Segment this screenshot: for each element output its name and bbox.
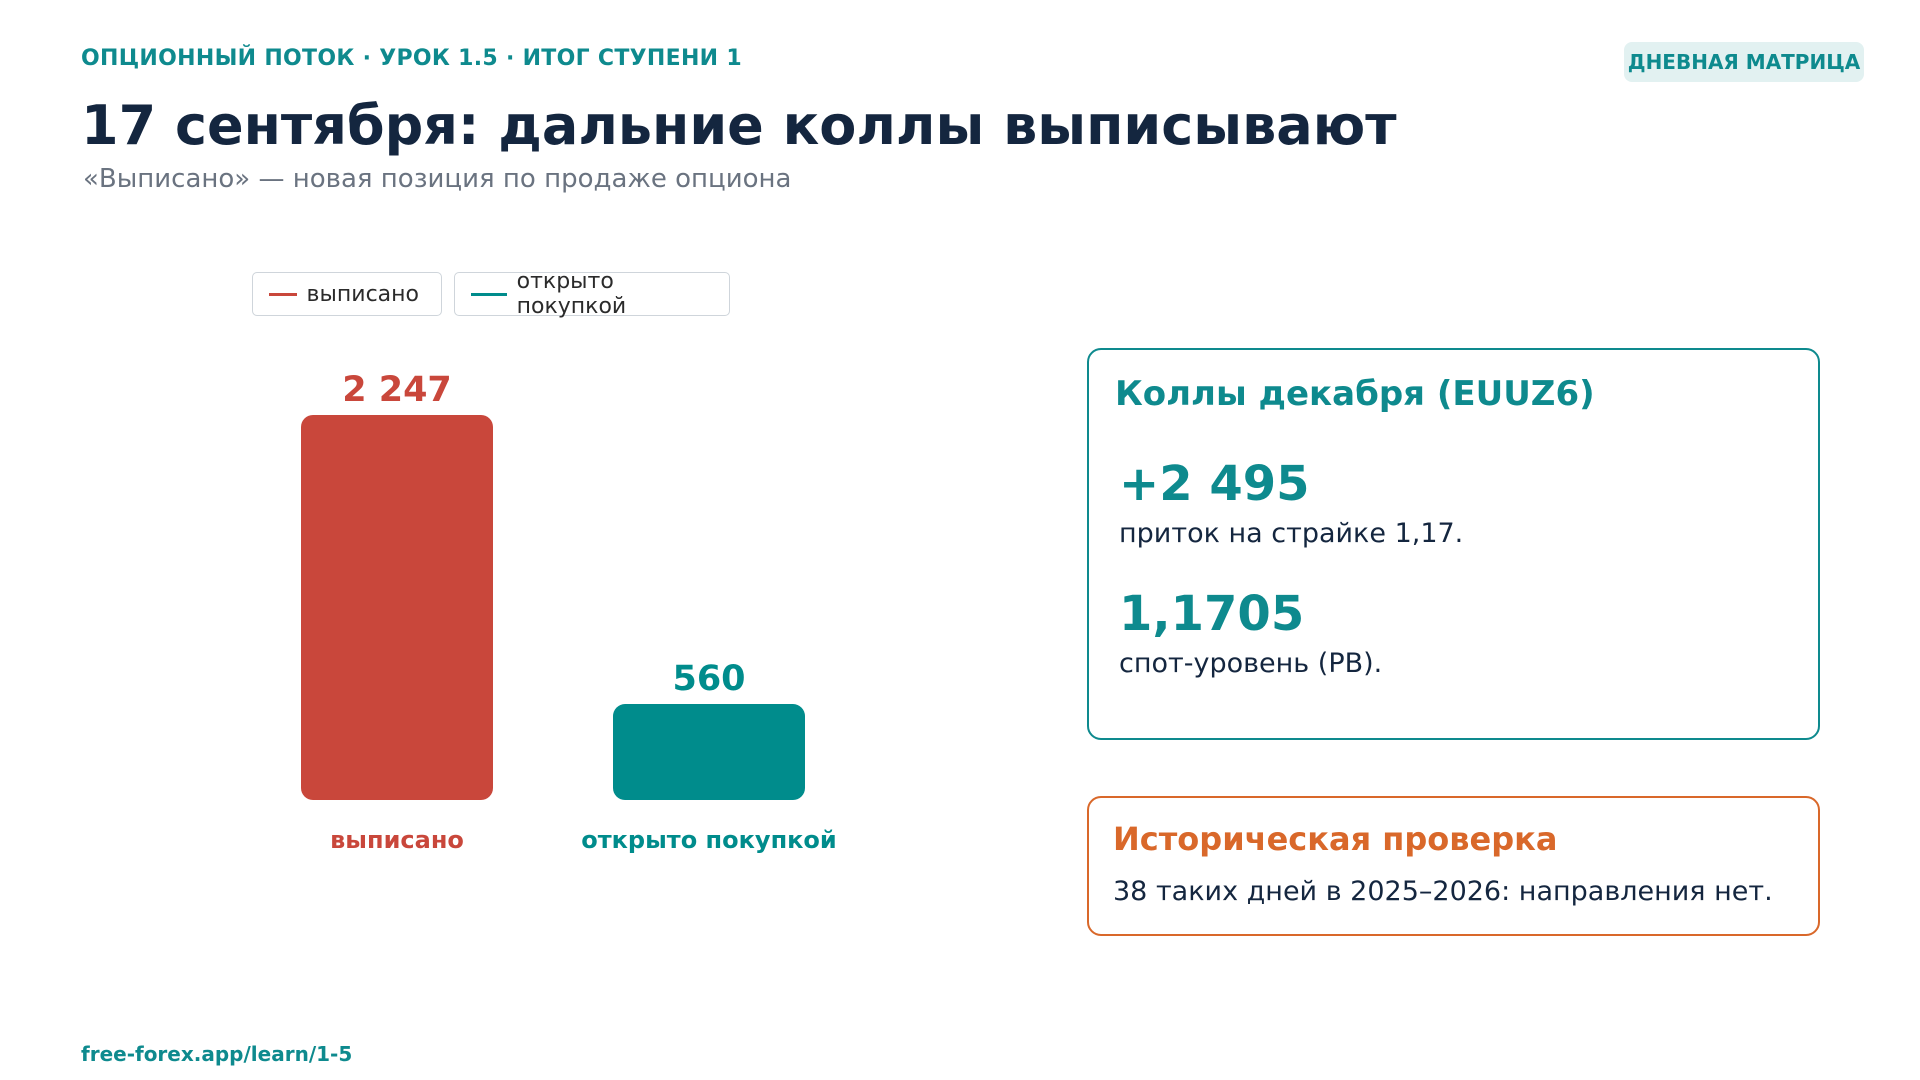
legend-item-bought: открыто покупкой <box>454 269 730 319</box>
lesson-eyebrow: ОПЦИОННЫЙ ПОТОК · УРОК 1.5 · ИТОГ СТУПЕН… <box>81 46 742 71</box>
category-label-bought: открыто покупкой <box>581 826 837 854</box>
inflow-metric: +2 495 приток на страйке 1,17. <box>1119 460 1463 549</box>
legend-item-written: выписано <box>252 272 442 316</box>
daily-matrix-badge: ДНЕВНАЯ МАТРИЦА <box>1624 42 1864 82</box>
category-label-written: выписано <box>330 826 464 854</box>
bar-written <box>301 415 493 800</box>
legend-swatch-written <box>269 292 297 296</box>
page-title: 17 сентября: дальние коллы выписывают <box>81 94 1397 157</box>
legend-label-bought: открыто покупкой <box>516 269 627 319</box>
legend-swatch-bought <box>471 292 507 296</box>
euuz6-calls-card: Коллы декабря (EUUZ6) +2 495 приток на с… <box>1087 348 1820 740</box>
historical-check-card: Историческая проверка 38 таких дней в 20… <box>1087 796 1820 936</box>
spot-metric: 1,1705 спот-уровень (РВ). <box>1119 590 1382 679</box>
bar-chart: 2 247 выписано 560 открыто покупкой <box>301 370 837 854</box>
footer-link[interactable]: free-forex.app/learn/1-5 <box>81 1042 353 1066</box>
page-subtitle: «Выписано» — новая позиция по продаже оп… <box>83 164 792 194</box>
euuz6-card-title: Коллы декабря (EUUZ6) <box>1115 374 1595 414</box>
historical-check-title: Историческая проверка <box>1113 820 1558 858</box>
historical-check-text: 38 таких дней в 2025–2026: направления н… <box>1113 876 1773 907</box>
bar-value-label-written: 2 247 <box>342 370 452 410</box>
bar-bought <box>613 704 805 800</box>
inflow-value: +2 495 <box>1119 456 1310 512</box>
legend-label-written: выписано <box>306 281 419 307</box>
spot-description: спот-уровень (РВ). <box>1119 648 1383 679</box>
spot-value: 1,1705 <box>1119 586 1305 642</box>
bar-value-label-bought: 560 <box>672 659 745 699</box>
chart-legend: выписано открыто покупкой <box>252 269 730 319</box>
inflow-description: приток на страйке 1,17. <box>1119 518 1464 549</box>
